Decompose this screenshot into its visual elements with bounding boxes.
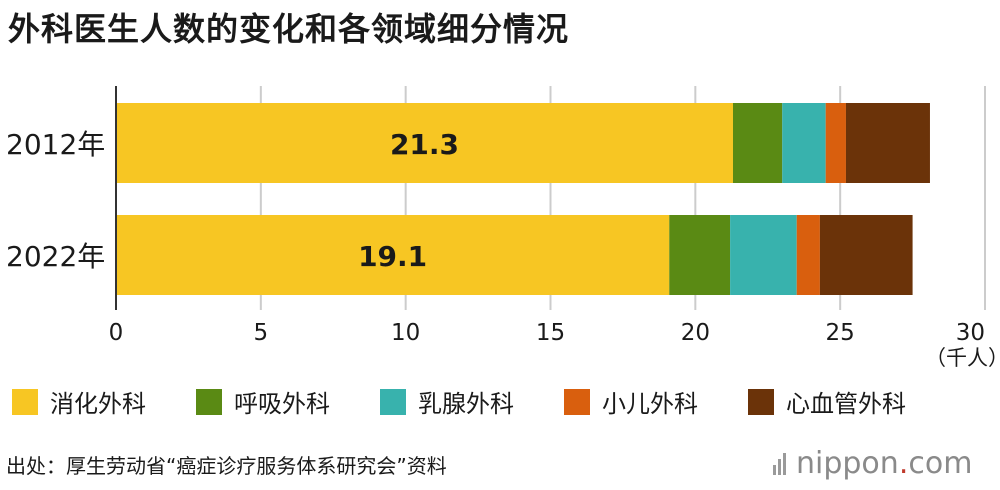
legend: 消化外科 呼吸外科 乳腺外科 小儿外科 心血管外科 — [12, 384, 906, 419]
bar-segment — [782, 103, 826, 183]
legend-swatch-breast — [380, 388, 406, 415]
x-tick-label: 10 — [391, 320, 420, 345]
legend-item-digestive: 消化外科 — [12, 384, 146, 419]
bar-segment — [819, 215, 913, 295]
logo-mark-icon — [773, 452, 788, 475]
bar-segment — [669, 215, 731, 295]
legend-swatch-digestive — [12, 388, 38, 415]
bar-segment — [825, 103, 846, 183]
logo-name: nippon — [796, 446, 899, 481]
legend-swatch-respiratory — [196, 388, 222, 415]
legend-label-pediatric: 小儿外科 — [602, 390, 698, 418]
logo-suffix: com — [908, 446, 973, 481]
stacked-bar-chart: 21.3 2012年 19.1 2022年 0 5 10 15 20 25 30 — [6, 86, 986, 345]
data-label: 19.1 — [358, 240, 427, 273]
chart-title: 外科医生人数的变化和各领域细分情况 — [8, 10, 570, 48]
bar-segment — [732, 103, 783, 183]
bar-segment — [845, 103, 930, 183]
legend-label-breast: 乳腺外科 — [418, 390, 514, 418]
category-label: 2022年 — [6, 240, 105, 273]
x-tick-label: 30 — [956, 320, 985, 345]
bar-segment — [116, 215, 670, 295]
bar-segment — [730, 215, 797, 295]
nippon-logo: nippon. com — [773, 446, 972, 481]
x-tick-label: 15 — [536, 320, 565, 345]
source-note: 出处：厚生劳动省“癌症诊疗服务体系研究会”资料 — [6, 454, 447, 478]
x-tick-label: 25 — [826, 320, 855, 345]
x-tick-label: 5 — [254, 320, 269, 345]
legend-label-cardiovascular: 心血管外科 — [786, 390, 906, 418]
x-tick-label: 0 — [109, 320, 124, 345]
legend-item-breast: 乳腺外科 — [380, 384, 514, 419]
bar-segment — [796, 215, 820, 295]
legend-item-cardiovascular: 心血管外科 — [748, 384, 906, 419]
legend-item-pediatric: 小儿外科 — [564, 384, 698, 419]
legend-swatch-cardiovascular — [748, 388, 774, 415]
legend-label-respiratory: 呼吸外科 — [234, 390, 330, 418]
category-label: 2012年 — [6, 128, 105, 161]
legend-swatch-pediatric — [564, 388, 590, 415]
legend-item-respiratory: 呼吸外科 — [196, 384, 330, 419]
logo-dot: . — [898, 446, 909, 481]
bar-segment — [116, 103, 733, 183]
data-label: 21.3 — [390, 128, 459, 161]
legend-label-digestive: 消化外科 — [50, 390, 146, 418]
x-tick-label: 20 — [681, 320, 710, 345]
x-axis-unit-label: （千人） — [925, 346, 1000, 370]
